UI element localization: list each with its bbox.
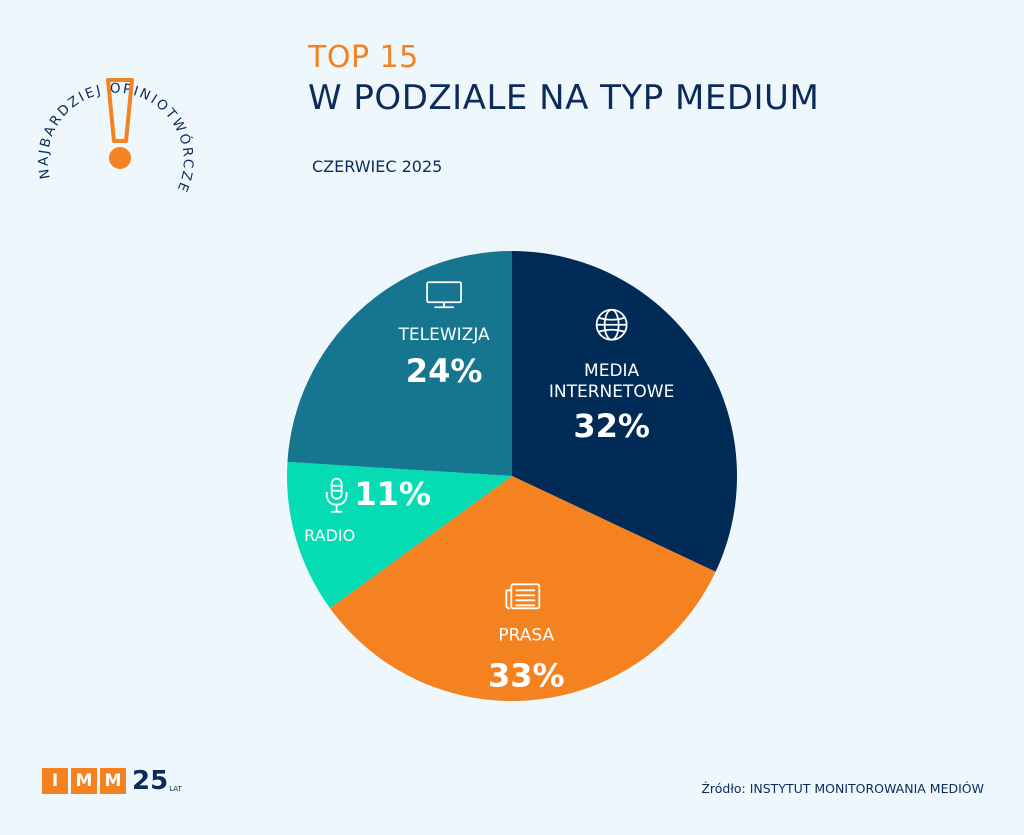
newspaper-icon (505, 583, 541, 610)
page-title: W PODZIALE NA TYP MEDIUM (308, 78, 820, 118)
slice-value: 32% (573, 407, 650, 445)
imm-logo: I M M 25 LAT (42, 768, 182, 794)
slice-label-group: 11% RADIO (304, 475, 431, 545)
slice-value: 33% (488, 656, 565, 694)
pie-slice (329, 476, 716, 701)
logo-suffix: LAT (169, 785, 182, 793)
logo-letter: M (100, 768, 126, 794)
header-top-label: TOP 15 (308, 40, 419, 75)
slice-label: RADIO (304, 526, 355, 545)
tv-icon (426, 281, 463, 309)
microphone-icon (325, 477, 348, 513)
logo-number: 25 (132, 766, 169, 796)
slice-value: 24% (406, 352, 483, 390)
slice-value: 11% (354, 475, 431, 513)
logo-letter: I (42, 768, 68, 794)
source-note: Źródło: INSTYTUT MONITOROWANIA MEDIÓW (701, 781, 984, 796)
slice-label: PRASA (498, 625, 554, 645)
globe-icon (595, 308, 628, 341)
slice-label: TELEWIZJA (398, 325, 491, 345)
pie-slice (512, 251, 737, 572)
pie-slice (287, 251, 512, 476)
slice-label-group: TELEWIZJA 24% (398, 281, 491, 390)
badge: NAJBARDZIEJ OPINIOTWÓRCZE MEDIA (22, 38, 194, 196)
slice-label: INTERNETOWE (549, 382, 674, 402)
pie-slice (287, 461, 512, 609)
period-label: CZERWIEC 2025 (312, 157, 443, 176)
exclamation-icon (106, 78, 134, 169)
slice-label: MEDIA (584, 361, 640, 381)
logo-letter: M (71, 768, 97, 794)
slice-label-group: PRASA 33% (488, 583, 565, 694)
